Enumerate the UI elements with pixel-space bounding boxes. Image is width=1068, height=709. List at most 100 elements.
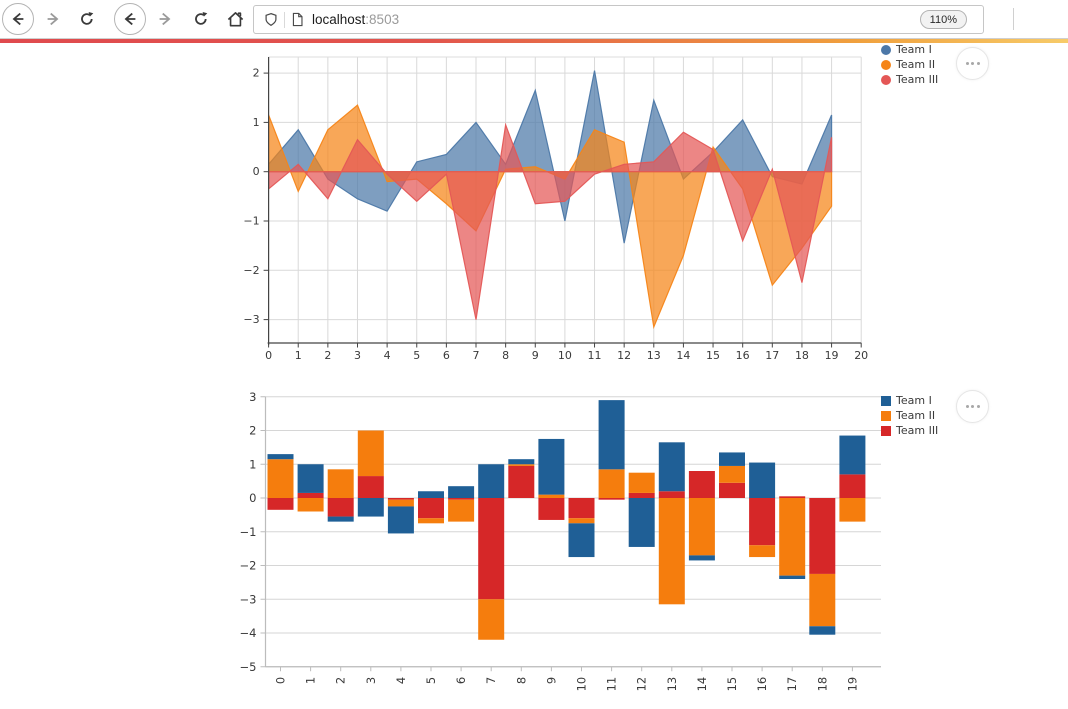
forward-button[interactable] bbox=[38, 4, 68, 34]
legend-item: Team III bbox=[881, 73, 938, 86]
svg-text:6: 6 bbox=[443, 349, 450, 362]
svg-text:8: 8 bbox=[502, 349, 509, 362]
dot bbox=[965, 405, 969, 408]
svg-text:4: 4 bbox=[384, 349, 391, 362]
svg-text:16: 16 bbox=[755, 677, 769, 692]
forward-button-secondary[interactable] bbox=[150, 4, 180, 34]
area-chart[interactable]: 210−1−2−30 1 2 3 4 5 6 7 8 9 10 11 12 13 14 15 16 17 18 19 2… bbox=[230, 45, 880, 365]
svg-text:4: 4 bbox=[394, 677, 408, 684]
svg-text:11: 11 bbox=[588, 349, 602, 362]
svg-text:13: 13 bbox=[665, 677, 679, 692]
svg-text:8: 8 bbox=[514, 677, 528, 684]
svg-text:9: 9 bbox=[532, 349, 539, 362]
svg-text:2: 2 bbox=[334, 677, 348, 684]
legend-swatch bbox=[881, 59, 891, 70]
dot bbox=[971, 62, 974, 65]
svg-text:13: 13 bbox=[647, 349, 661, 362]
area-chart-legend: Team I Team II Team III bbox=[881, 43, 938, 86]
svg-text:19: 19 bbox=[845, 677, 859, 692]
url-bar[interactable]: localhost:8503 110% bbox=[253, 5, 984, 34]
urlbar-divider bbox=[284, 11, 285, 28]
legend-label: Team I bbox=[896, 394, 932, 407]
svg-text:7: 7 bbox=[484, 677, 498, 684]
svg-text:−2: −2 bbox=[243, 264, 259, 277]
home-button[interactable] bbox=[220, 4, 250, 34]
svg-text:3: 3 bbox=[364, 677, 378, 684]
bar-chart-legend: Team I Team II Team III bbox=[881, 394, 938, 437]
browser-toolbar: localhost:8503 110% bbox=[0, 0, 1068, 39]
svg-text:0: 0 bbox=[274, 677, 288, 684]
svg-text:5: 5 bbox=[413, 349, 420, 362]
legend-item: Team III bbox=[881, 424, 938, 437]
shield-icon[interactable] bbox=[264, 12, 278, 27]
svg-text:10: 10 bbox=[558, 349, 572, 362]
svg-text:3: 3 bbox=[249, 390, 256, 404]
svg-text:1: 1 bbox=[253, 116, 260, 129]
svg-text:12: 12 bbox=[635, 677, 649, 692]
svg-text:1: 1 bbox=[249, 457, 256, 471]
svg-text:2: 2 bbox=[324, 349, 331, 362]
svg-text:−1: −1 bbox=[240, 525, 257, 539]
svg-text:19: 19 bbox=[825, 349, 839, 362]
app-decoration-bar bbox=[0, 39, 1068, 43]
svg-text:14: 14 bbox=[695, 677, 709, 692]
svg-text:12: 12 bbox=[617, 349, 631, 362]
legend-item: Team II bbox=[881, 409, 938, 422]
svg-text:15: 15 bbox=[706, 349, 720, 362]
legend-label: Team III bbox=[896, 424, 939, 437]
svg-text:18: 18 bbox=[795, 349, 809, 362]
reload-icon bbox=[195, 11, 208, 25]
back-button-secondary[interactable] bbox=[114, 3, 146, 35]
svg-text:0: 0 bbox=[265, 349, 272, 362]
svg-text:2: 2 bbox=[253, 67, 260, 80]
svg-text:7: 7 bbox=[473, 349, 480, 362]
reload-button[interactable] bbox=[72, 4, 102, 34]
svg-text:9: 9 bbox=[544, 677, 558, 684]
svg-text:−1: −1 bbox=[243, 215, 259, 228]
legend-label: Team I bbox=[896, 43, 932, 56]
svg-text:15: 15 bbox=[725, 677, 739, 692]
svg-text:14: 14 bbox=[676, 349, 690, 362]
svg-text:18: 18 bbox=[815, 677, 829, 692]
bar-chart-more-button[interactable] bbox=[956, 390, 989, 423]
back-button[interactable] bbox=[2, 3, 34, 35]
forward-arrow-icon bbox=[47, 12, 59, 26]
legend-swatch bbox=[881, 74, 891, 85]
svg-text:20: 20 bbox=[854, 349, 868, 362]
legend-label: Team II bbox=[896, 58, 936, 71]
page-icon[interactable] bbox=[291, 12, 304, 27]
svg-text:5: 5 bbox=[424, 677, 438, 684]
back-arrow-icon bbox=[12, 12, 24, 26]
area-chart-more-button[interactable] bbox=[956, 47, 989, 80]
svg-text:6: 6 bbox=[454, 677, 468, 684]
legend-swatch bbox=[881, 44, 891, 55]
reload-button-secondary[interactable] bbox=[186, 4, 216, 34]
legend-swatch bbox=[881, 425, 891, 436]
legend-label: Team III bbox=[896, 73, 939, 86]
url-text[interactable]: localhost:8503 bbox=[312, 12, 400, 27]
home-icon bbox=[227, 11, 243, 26]
svg-text:11: 11 bbox=[605, 677, 619, 692]
svg-text:2: 2 bbox=[249, 424, 256, 438]
legend-item: Team I bbox=[881, 394, 938, 407]
svg-text:0: 0 bbox=[253, 165, 260, 178]
toolbar-separator bbox=[1013, 8, 1014, 30]
legend-item: Team I bbox=[881, 43, 938, 56]
legend-swatch bbox=[881, 410, 891, 421]
dot bbox=[976, 405, 980, 408]
legend-item: Team II bbox=[881, 58, 938, 71]
svg-text:0: 0 bbox=[249, 491, 256, 505]
dot bbox=[965, 62, 969, 65]
svg-text:−4: −4 bbox=[240, 626, 257, 640]
svg-text:−2: −2 bbox=[240, 559, 257, 573]
svg-text:10: 10 bbox=[575, 677, 589, 692]
svg-text:−5: −5 bbox=[240, 660, 257, 674]
svg-text:1: 1 bbox=[304, 677, 318, 684]
dot bbox=[971, 405, 974, 408]
dot bbox=[976, 62, 980, 65]
reload-icon bbox=[81, 11, 94, 25]
back-arrow-icon bbox=[124, 12, 136, 26]
zoom-level-badge[interactable]: 110% bbox=[919, 10, 967, 29]
